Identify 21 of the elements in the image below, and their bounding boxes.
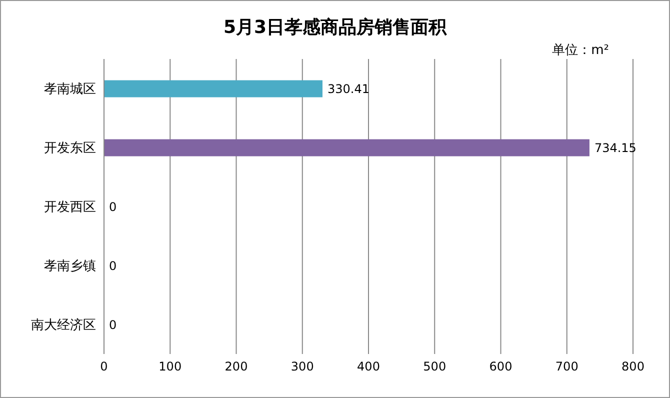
chart-title: 5月3日孝感商品房销售面积 <box>222 16 448 39</box>
x-tick-label: 200 <box>224 360 248 374</box>
data-label: 0 <box>109 316 117 332</box>
data-label: 0 <box>109 258 117 274</box>
x-tick-label: 800 <box>622 360 644 374</box>
data-label: 330.41 <box>327 80 370 96</box>
y-tick-label: 孝南城区 <box>44 82 96 98</box>
data-label: 734.15 <box>594 140 636 156</box>
x-tick-label: 100 <box>158 360 182 374</box>
x-tick-label: 300 <box>290 360 314 374</box>
y-tick-label: 孝南乡镇 <box>44 259 96 274</box>
y-tick-label: 开发西区 <box>44 200 96 216</box>
x-tick-label: 400 <box>357 360 380 374</box>
x-tick-label: 600 <box>489 360 512 374</box>
x-tick-label: 500 <box>423 360 446 374</box>
y-tick-label: 开发东区 <box>44 141 96 156</box>
x-tick-label: 0 <box>100 360 108 374</box>
x-tick-label: 700 <box>555 360 578 374</box>
text: 单位：m² <box>552 42 609 59</box>
data-label: 0 <box>109 198 117 214</box>
y-tick-label: 南大经济区 <box>31 318 96 334</box>
